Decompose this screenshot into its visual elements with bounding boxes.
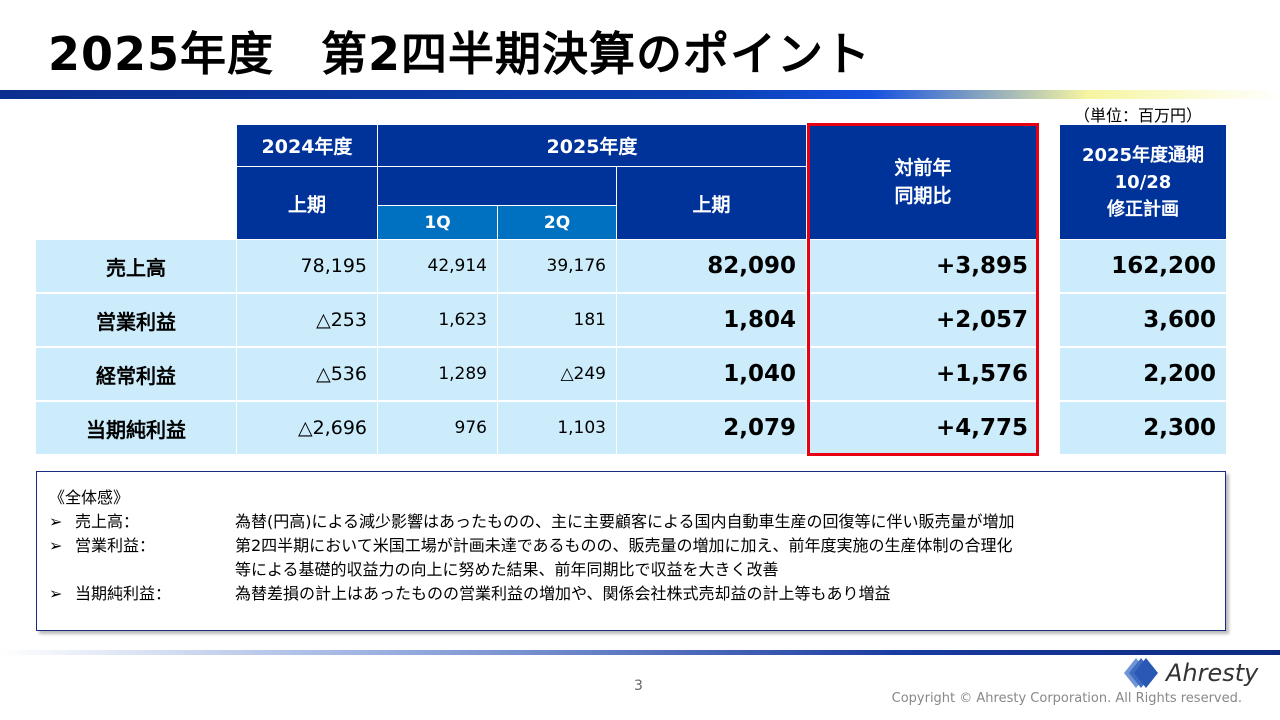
header-plan: 2025年度通期 10/28 修正計画: [1060, 125, 1226, 239]
bullet-arrow-icon: ➢: [49, 584, 63, 603]
summary-text: 第2四半期において米国工場が計画未達であるものの、販売量の増加に加え、前年度実施…: [235, 536, 1013, 555]
row-label: 当期純利益: [36, 402, 236, 454]
table-cell-q1: 1,623: [378, 294, 497, 346]
header-h1-2025: 上期: [617, 167, 806, 239]
table-cell-h1-2025: 82,090: [617, 240, 806, 292]
table-cell-h1-2025: 2,079: [617, 402, 806, 454]
summary-item: ➢ 当期純利益： 為替差損の計上はあったものの営業利益の増加や、関係会社株式売却益の…: [49, 582, 1213, 606]
table-cell-h1-2024: △536: [237, 348, 377, 400]
table-cell-plan: 2,200: [1060, 348, 1226, 400]
table-cell-q2: 39,176: [498, 240, 616, 292]
company-logo: Ahresty: [1122, 656, 1258, 690]
summary-item: ➢ 営業利益： 第2四半期において米国工場が計画未達であるものの、販売量の増加に加え…: [49, 534, 1213, 558]
row-label: 経常利益: [36, 348, 236, 400]
copyright: Copyright © Ahresty Corporation. All Rig…: [891, 691, 1242, 706]
summary-text: 為替(円高)による減少影響はあったものの、主に主要顧客による国内自動車生産の回復…: [235, 512, 1015, 531]
header-fy2025: 2025年度: [378, 125, 806, 166]
table-cell-h1-2024: △253: [237, 294, 377, 346]
header-quarter-group: [378, 167, 616, 205]
table-cell-plan: 162,200: [1060, 240, 1226, 292]
summary-key: [75, 558, 235, 582]
summary-text: 等による基礎的収益力の向上に努めた結果、前年同期比で収益を大きく改善: [235, 560, 779, 579]
header-1q: 1Q: [378, 206, 497, 239]
summary-key: 売上高：: [75, 512, 140, 531]
page-number: 3: [634, 678, 643, 694]
row-label: 営業利益: [36, 294, 236, 346]
summary-box: 《全体感》 ➢ 売上高： 為替(円高)による減少影響はあったものの、主に主要顧客によ…: [36, 471, 1226, 631]
table-cell-h1-2025: 1,040: [617, 348, 806, 400]
table-cell-yoy: +4,775: [808, 402, 1038, 454]
summary-key: 営業利益：: [75, 536, 156, 555]
summary-key: 当期純利益：: [75, 584, 172, 603]
bullet-arrow-icon: ➢: [49, 512, 63, 531]
footer-bar: [0, 650, 1280, 655]
title-underline-bar: [0, 90, 1280, 99]
logo-diamond-icon: [1124, 658, 1158, 688]
table-cell-h1-2024: 78,195: [237, 240, 377, 292]
table-cell-yoy: +1,576: [808, 348, 1038, 400]
table-cell-q1: 976: [378, 402, 497, 454]
table-cell-plan: 3,600: [1060, 294, 1226, 346]
table-cell-q1: 42,914: [378, 240, 497, 292]
table-cell-q2: 181: [498, 294, 616, 346]
table-cell-yoy: +3,895: [808, 240, 1038, 292]
bullet-arrow-icon: ➢: [49, 536, 63, 555]
header-yoy: 対前年 同期比: [808, 125, 1038, 239]
table-cell-plan: 2,300: [1060, 402, 1226, 454]
header-2q: 2Q: [498, 206, 616, 239]
header-fy2024: 2024年度: [237, 125, 377, 166]
summary-item: ➢ 売上高： 為替(円高)による減少影響はあったものの、主に主要顧客による国内自動車…: [49, 510, 1213, 534]
table-cell-h1-2024: △2,696: [237, 402, 377, 454]
page-title: 2025年度 第2四半期決算のポイント: [48, 27, 872, 81]
table-cell-h1-2025: 1,804: [617, 294, 806, 346]
unit-label: （単位：百万円）: [1073, 106, 1202, 125]
bullet-arrow-icon: [49, 558, 75, 582]
table-cell-q2: 1,103: [498, 402, 616, 454]
summary-heading: 《全体感》: [49, 488, 130, 507]
summary-item: 等による基礎的収益力の向上に努めた結果、前年同期比で収益を大きく改善: [49, 558, 1213, 582]
yoy-highlight-box: [807, 123, 1039, 456]
logo-text: Ahresty: [1166, 659, 1259, 687]
table-cell-q1: 1,289: [378, 348, 497, 400]
row-label: 売上高: [36, 240, 236, 292]
header-h1-2024: 上期: [237, 167, 377, 239]
table-cell-q2: △249: [498, 348, 616, 400]
summary-text: 為替差損の計上はあったものの営業利益の増加や、関係会社株式売却益の計上等もあり増…: [235, 584, 891, 603]
table-cell-yoy: +2,057: [808, 294, 1038, 346]
